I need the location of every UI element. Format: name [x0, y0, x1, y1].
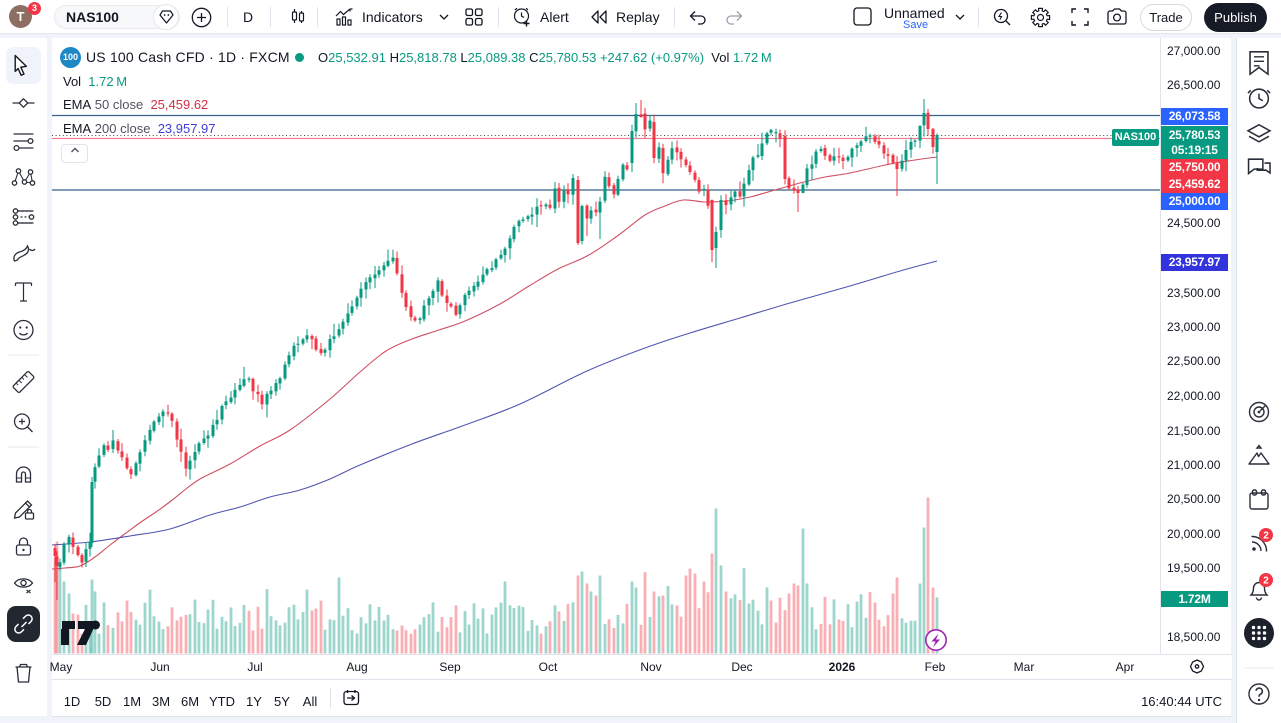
- svg-text:2: 2: [1263, 531, 1269, 542]
- svg-text:2: 2: [1263, 576, 1269, 587]
